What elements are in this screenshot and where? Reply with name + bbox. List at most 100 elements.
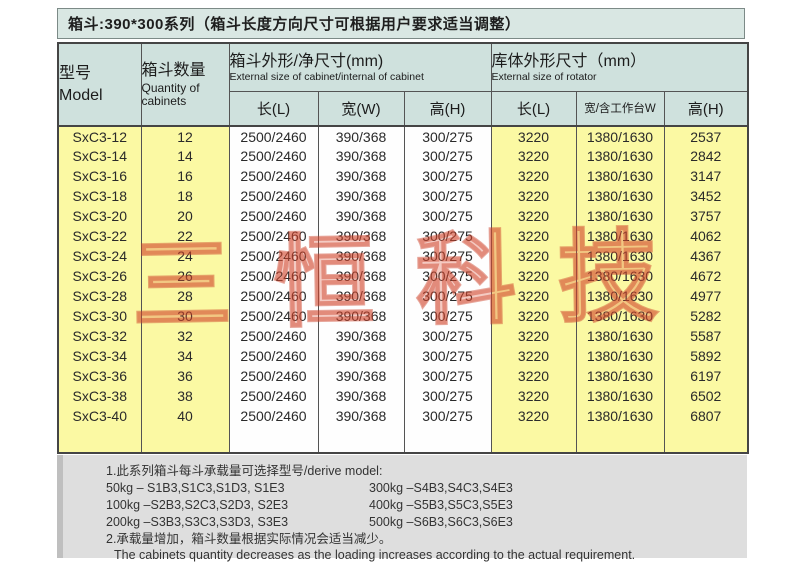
cell-rot_h: 4672 [663,266,749,286]
cell-qty: 14 [140,146,230,166]
table-row: SxC3-12 12 2500/2460 390/368 300/275 3220 1380… [57,125,749,146]
cell-qty: 28 [140,286,230,306]
cell-cab_l: 2500/2460 [228,326,319,346]
cell-cab_h: 300/275 [403,206,492,226]
cell-cab_w: 390/368 [317,386,405,406]
cell-cab_l: 2500/2460 [228,306,319,326]
group-header-cabinet-size-cn: 箱斗外形/净尺寸(mm) [229,52,384,70]
cell-qty: 26 [140,266,230,286]
table-row: SxC3-14 14 2500/2460 390/368 300/275 3220 1380… [57,146,749,166]
cell-cab_h: 300/275 [403,186,492,206]
cell-cab_w: 390/368 [317,286,405,306]
cell-cab_w: 390/368 [317,266,405,286]
cell-qty: 18 [140,186,230,206]
group-header-rotator-size-cn: 库体外形尺寸（mm） [491,52,647,70]
cell-rot_h: 2537 [663,125,749,146]
cell-rot_l: 3220 [490,146,577,166]
cell-qty: 38 [140,386,230,406]
notes-panel: 1.此系列箱斗每斗承载量可选择型号/derive model: 50kg – S… [57,455,747,562]
col-header-model-cn: 型号 [59,64,92,82]
table-row: SxC3-30 30 2500/2460 390/368 300/275 3220 1380… [57,306,749,326]
cell-cab_w: 390/368 [317,226,405,246]
col-header-quantity-en: Quantity of cabinets [141,80,200,109]
cell-rot_w: 1380/1630 [575,286,665,306]
cell-rot_l: 3220 [490,206,577,226]
cell-rot_l: 3220 [490,346,577,366]
cell-qty: 24 [140,246,230,266]
cell-model: SxC3-38 [57,386,142,406]
note-capacity-300kg: 300kg –S4B3,S4C3,S4E3 [369,480,513,495]
cell-rot_h: 6197 [663,366,749,386]
note-capacity-400kg: 400kg –S5B3,S5C3,S5E3 [369,497,513,512]
cell-rot_l: 3220 [490,246,577,266]
cell-cab_w: 390/368 [317,206,405,226]
group-header-cabinet-size-en: External size of cabinet/internal of cab… [229,71,424,84]
cell-cab_w: 390/368 [317,406,405,426]
cell-qty: 34 [140,346,230,366]
cell-qty: 22 [140,226,230,246]
cell-qty: 12 [140,125,230,146]
subheader-cabinet-width: 宽(W) [317,90,405,127]
cell-rot_h: 5587 [663,326,749,346]
cell-model: SxC3-20 [57,206,142,226]
cell-rot_h: 3147 [663,166,749,186]
cell-empty [575,426,665,453]
cell-cab_h: 300/275 [403,386,492,406]
note-capacity-row: 100kg –S2B3,S2C3,S2D3, S2E3 400kg –S5B3,… [63,497,747,514]
table-row: SxC3-28 28 2500/2460 390/368 300/275 3220 1380… [57,286,749,306]
cell-cab_l: 2500/2460 [228,266,319,286]
cell-qty: 36 [140,366,230,386]
cell-empty [317,426,405,453]
cell-rot_h: 3757 [663,206,749,226]
cell-cab_l: 2500/2460 [228,206,319,226]
cell-cab_l: 2500/2460 [228,406,319,426]
cell-cab_l: 2500/2460 [228,246,319,266]
cell-rot_w: 1380/1630 [575,386,665,406]
cell-rot_w: 1380/1630 [575,306,665,326]
cell-qty: 32 [140,326,230,346]
cell-model: SxC3-12 [57,125,142,146]
cell-rot_h: 4062 [663,226,749,246]
table-row: SxC3-16 16 2500/2460 390/368 300/275 3220 1380… [57,166,749,186]
table-row: SxC3-20 20 2500/2460 390/368 300/275 3220 1380… [57,206,749,226]
cell-cab_h: 300/275 [403,406,492,426]
table-row: SxC3-18 18 2500/2460 390/368 300/275 3220 1380… [57,186,749,206]
table-row: SxC3-36 36 2500/2460 390/368 300/275 3220 1380… [57,366,749,386]
cell-model: SxC3-24 [57,246,142,266]
cell-model: SxC3-18 [57,186,142,206]
cell-cab_h: 300/275 [403,346,492,366]
table-row: SxC3-40 40 2500/2460 390/368 300/275 3220 1380… [57,406,749,426]
cell-rot_w: 1380/1630 [575,246,665,266]
cell-rot_l: 3220 [490,366,577,386]
table-row: SxC3-32 32 2500/2460 390/368 300/275 3220 1380… [57,326,749,346]
cell-rot_l: 3220 [490,406,577,426]
cell-qty: 30 [140,306,230,326]
subheader-cabinet-length: 长(L) [228,90,319,127]
cell-model: SxC3-22 [57,226,142,246]
cell-rot_l: 3220 [490,386,577,406]
cell-rot_w: 1380/1630 [575,326,665,346]
cell-rot_l: 3220 [490,166,577,186]
cell-empty [140,426,230,453]
cell-rot_h: 3452 [663,186,749,206]
cell-rot_w: 1380/1630 [575,346,665,366]
cell-cab_w: 390/368 [317,306,405,326]
cell-model: SxC3-32 [57,326,142,346]
cell-cab_h: 300/275 [403,125,492,146]
cell-cab_h: 300/275 [403,366,492,386]
group-header-rotator-size-en: External size of rotator [491,71,597,84]
cell-empty [228,426,319,453]
table-row: SxC3-22 22 2500/2460 390/368 300/275 3220 1380… [57,226,749,246]
cell-cab_h: 300/275 [403,326,492,346]
table-row: SxC3-24 24 2500/2460 390/368 300/275 3220 1380… [57,246,749,266]
cell-empty [57,426,142,453]
table-header: 型号 Model 箱斗数量 Quantity of cabinets 箱斗外形/… [57,42,749,127]
table-filler-row [57,426,749,453]
cell-cab_l: 2500/2460 [228,125,319,146]
group-header-rotator-size: 库体外形尺寸（mm） External size of rotator [490,42,749,92]
cell-rot_w: 1380/1630 [575,266,665,286]
cell-cab_w: 390/368 [317,186,405,206]
cell-rot_l: 3220 [490,266,577,286]
cell-rot_w: 1380/1630 [575,125,665,146]
